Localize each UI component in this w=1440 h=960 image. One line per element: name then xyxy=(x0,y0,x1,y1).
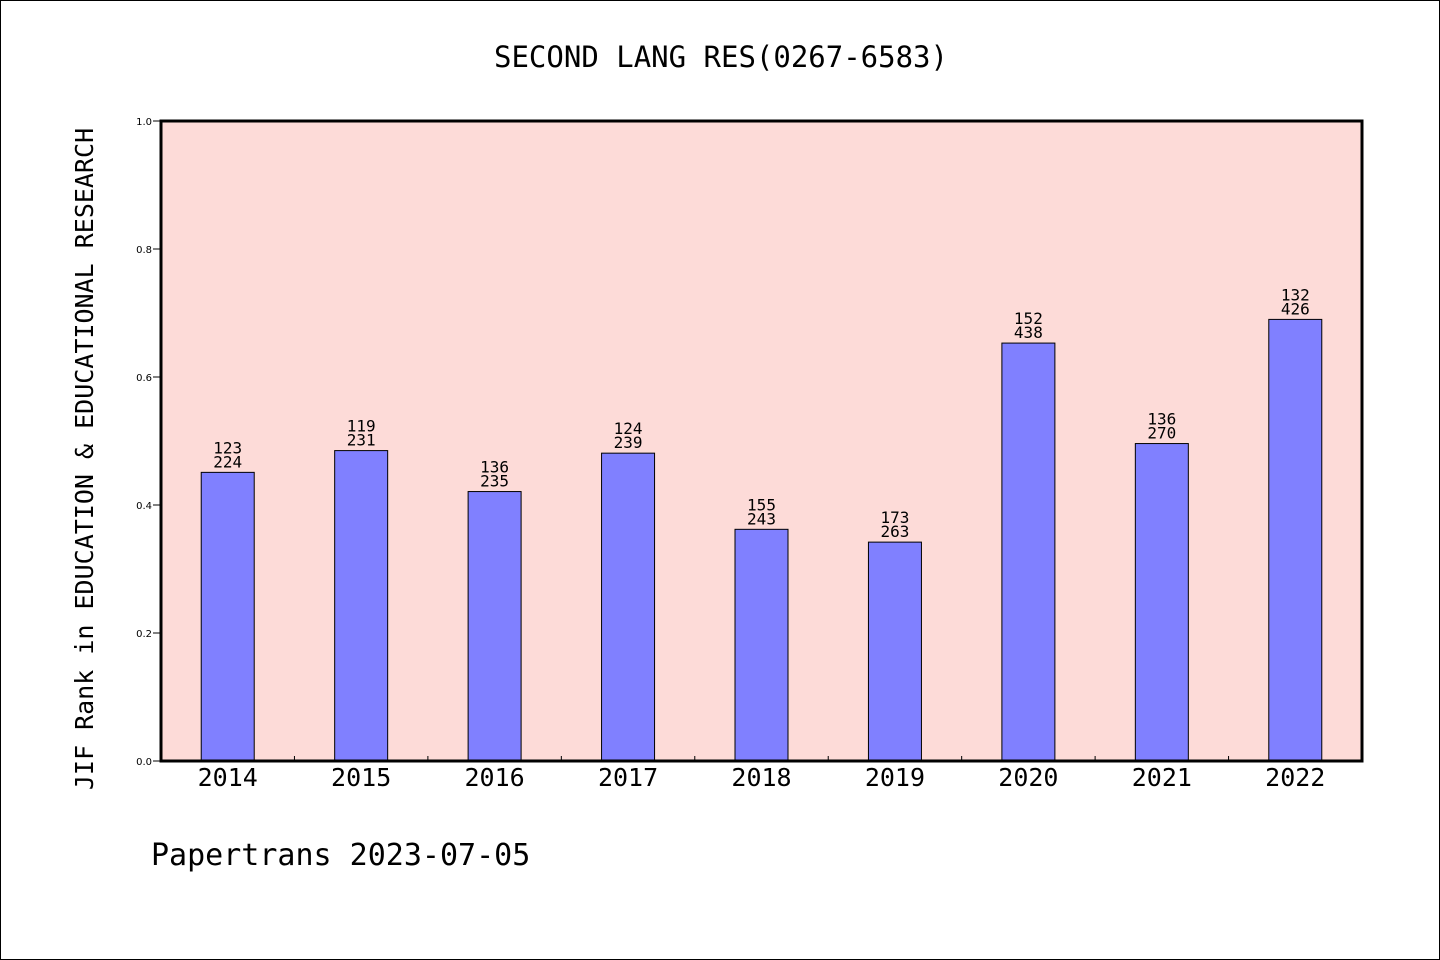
footer-credit: Papertrans 2023-07-05 xyxy=(151,838,530,873)
bar xyxy=(867,541,922,762)
y-tick-label: 0.8 xyxy=(136,245,152,256)
plot-frame xyxy=(159,119,1364,763)
y-tick-label: 0.6 xyxy=(136,373,152,384)
bar xyxy=(734,528,789,762)
bar xyxy=(1268,318,1323,762)
x-tick-label: 2016 xyxy=(465,763,525,792)
x-tick-label: 2015 xyxy=(331,763,391,792)
bar-label-bottom: 426 xyxy=(1281,299,1310,318)
bar-label-top: 136 xyxy=(480,458,509,477)
x-tick-label: 2019 xyxy=(865,763,925,792)
y-tick-label: 0.4 xyxy=(136,501,152,512)
y-tick-label: 0.0 xyxy=(136,757,152,768)
x-axis-ticks: 2014 2015 2016 2017 2018 2019 2020 2021 2022 xyxy=(198,756,1325,792)
y-axis-label: JIF Rank in EDUCATION & EDUCATIONAL RESE… xyxy=(70,128,99,790)
bar-label-top: 136 xyxy=(1147,410,1176,429)
bar-label-top: 132 xyxy=(1281,285,1310,304)
bar-label-top: 123 xyxy=(213,438,242,457)
bar xyxy=(1134,443,1189,762)
bar-label-top: 173 xyxy=(880,508,909,527)
bar-label-top: 119 xyxy=(347,417,376,436)
bar xyxy=(1001,342,1056,762)
x-tick-label: 2014 xyxy=(198,763,258,792)
bar-label-bottom: 224 xyxy=(213,452,242,471)
x-tick-label: 2022 xyxy=(1265,763,1325,792)
bars xyxy=(200,318,1323,762)
bar-label-top: 155 xyxy=(747,495,776,514)
chart-title: SECOND LANG RES(0267-6583) xyxy=(494,40,948,74)
x-tick-label: 2018 xyxy=(731,763,791,792)
bar xyxy=(467,491,522,762)
bar xyxy=(200,471,255,762)
bar xyxy=(334,450,389,762)
bar-label-top: 152 xyxy=(1014,309,1043,328)
y-axis-ticks: 0.0 0.2 0.4 0.6 0.8 1.0 xyxy=(136,117,161,768)
bar-label-bottom: 235 xyxy=(480,472,509,491)
bar-label-bottom: 270 xyxy=(1147,424,1176,443)
bar xyxy=(601,452,656,762)
bar-label-bottom: 239 xyxy=(614,433,643,452)
bar-label-bottom: 438 xyxy=(1014,323,1043,342)
x-tick-label: 2021 xyxy=(1132,763,1192,792)
bar-label-bottom: 263 xyxy=(880,522,909,541)
bar-label-bottom: 243 xyxy=(747,509,776,528)
y-tick-label: 0.2 xyxy=(136,629,152,640)
y-tick-label: 1.0 xyxy=(136,117,152,128)
x-tick-label: 2017 xyxy=(598,763,658,792)
bar-label-bottom: 231 xyxy=(347,431,376,450)
x-tick-label: 2020 xyxy=(998,763,1058,792)
bar-label-top: 124 xyxy=(614,419,643,438)
